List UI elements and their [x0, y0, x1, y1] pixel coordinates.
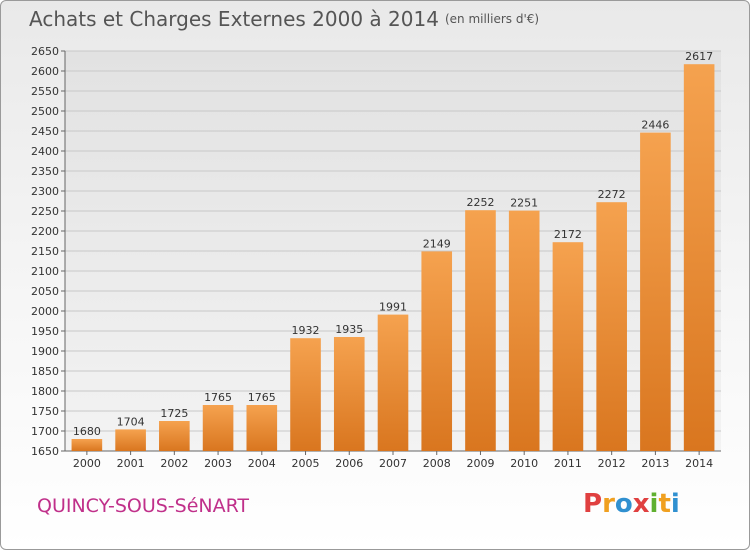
x-tick-label: 2007 — [379, 457, 407, 470]
data-label: 2272 — [598, 188, 626, 201]
y-tick-label: 2500 — [31, 105, 59, 118]
data-label: 1932 — [292, 324, 320, 337]
logo-letter: x — [632, 489, 650, 519]
bar — [246, 405, 278, 451]
x-tick-label: 2013 — [641, 457, 669, 470]
x-tick-label: 2011 — [554, 457, 582, 470]
data-label: 1704 — [117, 415, 145, 428]
proxiti-logo: Proxiti — [583, 489, 680, 519]
data-label: 1765 — [248, 391, 276, 404]
x-tick-label: 2014 — [685, 457, 713, 470]
bar — [159, 421, 190, 451]
y-tick-label: 1850 — [31, 365, 59, 378]
logo-letter: i — [649, 489, 659, 519]
y-tick-label: 2250 — [31, 205, 59, 218]
bar — [115, 429, 146, 451]
x-tick-label: 2005 — [292, 457, 320, 470]
chart-title: Achats et Charges Externes 2000 à 2014 (e… — [29, 7, 539, 31]
bar — [71, 439, 103, 451]
logo-letter: t — [658, 489, 671, 519]
x-tick-label: 2006 — [335, 457, 363, 470]
y-tick-label: 2300 — [31, 185, 59, 198]
y-tick-label: 2400 — [31, 145, 59, 158]
data-label: 1935 — [335, 323, 363, 336]
x-tick-label: 2008 — [423, 457, 451, 470]
bar — [421, 251, 453, 451]
x-tick-label: 2012 — [598, 457, 626, 470]
bar — [596, 202, 627, 451]
y-tick-label: 2600 — [31, 65, 59, 78]
x-tick-label: 2009 — [466, 457, 494, 470]
y-tick-label: 2050 — [31, 285, 59, 298]
chart-unit: (en milliers d'€) — [444, 12, 540, 26]
y-tick-label: 2650 — [31, 45, 59, 58]
bar — [202, 405, 234, 451]
y-tick-label: 2550 — [31, 85, 59, 98]
x-tick-label: 2000 — [73, 457, 101, 470]
data-label: 2252 — [466, 196, 494, 209]
y-tick-label: 2000 — [31, 305, 59, 318]
y-tick-label: 1750 — [31, 405, 59, 418]
data-label: 2172 — [554, 228, 582, 241]
y-tick-label: 2450 — [31, 125, 59, 138]
x-tick-label: 2010 — [510, 457, 538, 470]
bar — [683, 64, 715, 451]
x-tick-label: 2003 — [204, 457, 232, 470]
bar — [377, 314, 409, 451]
data-label: 1680 — [73, 425, 101, 438]
y-tick-label: 1650 — [31, 445, 59, 458]
y-tick-label: 2100 — [31, 265, 59, 278]
logo-letter: i — [670, 489, 680, 519]
x-tick-label: 2002 — [160, 457, 188, 470]
data-label: 2617 — [685, 50, 713, 63]
bar — [290, 338, 321, 451]
x-tick-label: 2001 — [117, 457, 145, 470]
bar — [333, 337, 365, 451]
y-tick-label: 1800 — [31, 385, 59, 398]
logo-letter: o — [614, 489, 633, 519]
data-label: 2251 — [510, 197, 538, 210]
y-tick-label: 1900 — [31, 345, 59, 358]
bar — [640, 132, 671, 451]
x-tick-label: 2004 — [248, 457, 276, 470]
y-tick-label: 1950 — [31, 325, 59, 338]
y-tick-label: 2350 — [31, 165, 59, 178]
data-label: 1991 — [379, 301, 407, 314]
data-label: 2149 — [423, 237, 451, 250]
data-label: 1725 — [160, 407, 188, 420]
data-label: 1765 — [204, 391, 232, 404]
logo-letter: P — [583, 489, 603, 519]
bar — [508, 210, 540, 451]
y-tick-label: 2200 — [31, 225, 59, 238]
city-name: QUINCY-SOUS-SéNART — [37, 495, 250, 517]
data-label: 2446 — [641, 119, 669, 132]
plot-area: 1650 1700 1750 1800 1850 1900 1950 2000 2050 2100… — [31, 45, 721, 470]
y-tick-label: 2150 — [31, 245, 59, 258]
y-tick-label: 1700 — [31, 425, 59, 438]
bar — [552, 242, 584, 451]
bar — [465, 210, 496, 451]
logo-letter: r — [602, 489, 615, 519]
chart-title-text: Achats et Charges Externes 2000 à 2014 — [29, 7, 439, 31]
